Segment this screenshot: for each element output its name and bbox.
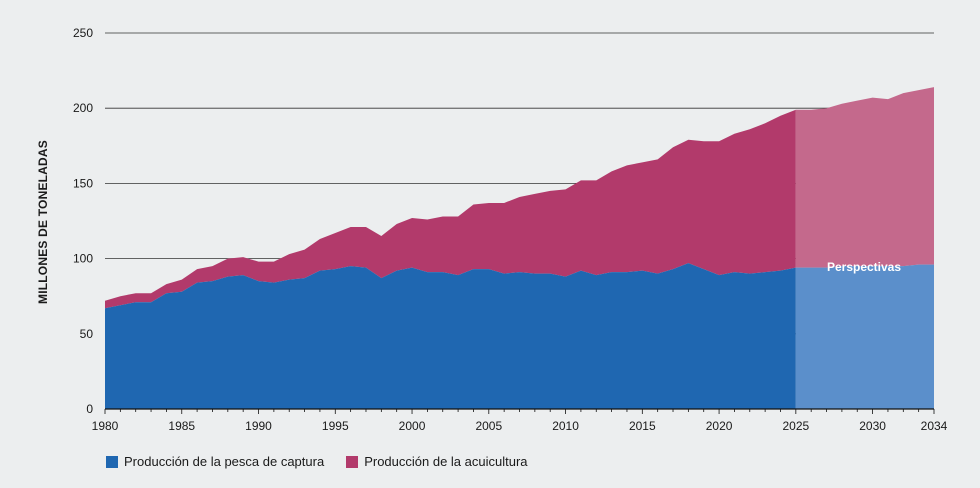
y-tick-labels: 0 50 100 150 200 250 — [73, 26, 93, 416]
x-tick-2020: 2020 — [706, 419, 733, 433]
x-tick-2015: 2015 — [629, 419, 656, 433]
x-tick-2010: 2010 — [552, 419, 579, 433]
y-tick-50: 50 — [80, 327, 94, 341]
x-tick-labels: 1980 1985 1990 1995 2000 2005 2010 2015 2020 2025… — [92, 419, 948, 433]
legend-label-aquaculture: Producción de la acuicultura — [364, 454, 528, 469]
x-tick-1985: 1985 — [168, 419, 195, 433]
projection-label: Perspectivas — [827, 260, 901, 274]
x-tick-2025: 2025 — [782, 419, 809, 433]
y-tick-150: 150 — [73, 176, 93, 190]
legend: Producción de la pesca de captura Produc… — [106, 454, 528, 469]
y-tick-0: 0 — [86, 402, 93, 416]
capture-area-projection — [795, 264, 934, 409]
y-tick-100: 100 — [73, 252, 93, 266]
chart-areas — [105, 87, 934, 409]
x-tick-2005: 2005 — [475, 419, 502, 433]
x-tick-1990: 1990 — [245, 419, 272, 433]
x-tick-1995: 1995 — [322, 419, 349, 433]
aquaculture-area-projection — [795, 87, 934, 268]
legend-item-aquaculture: Producción de la acuicultura — [346, 454, 528, 469]
x-tick-1980: 1980 — [92, 419, 119, 433]
y-tick-250: 250 — [73, 26, 93, 40]
legend-swatch-aquaculture — [346, 455, 359, 468]
y-tick-200: 200 — [73, 101, 93, 115]
capture-area-historical — [105, 263, 796, 409]
x-tick-2030: 2030 — [859, 419, 886, 433]
y-axis-label: MILLONES DE TONELADAS — [36, 140, 50, 304]
aquaculture-area-historical — [105, 109, 796, 309]
x-tick-2034: 2034 — [921, 419, 948, 433]
legend-swatch-capture — [106, 455, 118, 468]
x-tick-2000: 2000 — [399, 419, 426, 433]
legend-label-capture: Producción de la pesca de captura — [124, 454, 325, 469]
legend-item-capture: Producción de la pesca de captura — [106, 454, 324, 469]
axes — [104, 408, 935, 414]
